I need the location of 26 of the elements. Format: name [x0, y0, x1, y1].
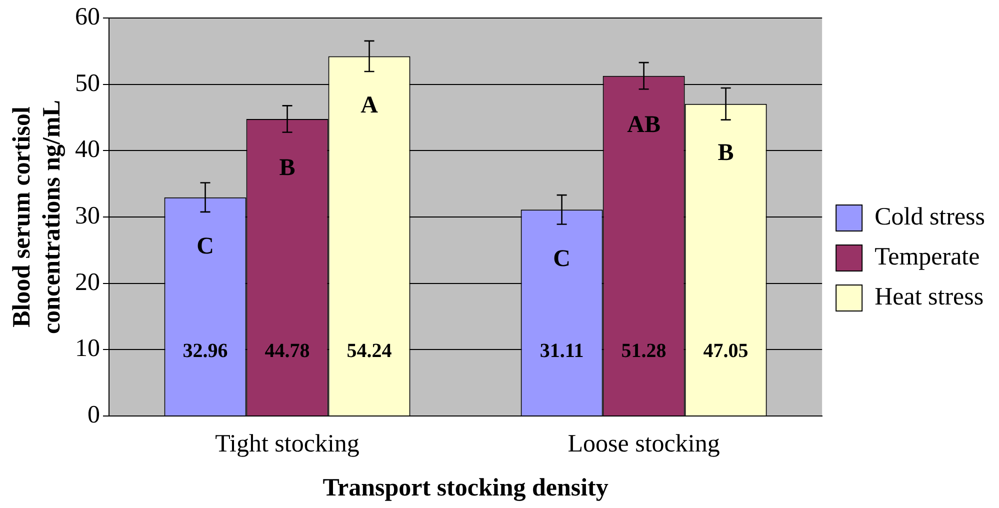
data-label: 47.05 [703, 340, 748, 362]
data-label: 54.24 [346, 340, 392, 362]
x-axis-title: Transport stocking density [322, 474, 609, 502]
y-tick-label: 20 [75, 268, 100, 296]
legend-label: Heat stress [874, 284, 984, 311]
y-tick-label: 30 [75, 202, 100, 230]
y-tick-label: 50 [75, 70, 100, 97]
annotation: AB [627, 112, 660, 138]
data-label: 51.28 [621, 340, 666, 362]
y-tick-label: 60 [75, 4, 100, 31]
annotation: B [279, 155, 296, 182]
y-tick-label: 0 [88, 402, 100, 429]
data-label: 31.11 [540, 340, 584, 362]
y-tick-label: 40 [75, 136, 100, 164]
data-label: 44.78 [264, 340, 310, 362]
legend-label: Temperate [874, 244, 980, 271]
data-label: 32.96 [182, 340, 228, 362]
annotation: A [360, 92, 379, 118]
annotation: B [718, 140, 734, 166]
annotation: C [196, 234, 214, 260]
annotation: C [553, 246, 570, 272]
y-tick-label: 10 [75, 335, 100, 362]
x-tick-label: Loose stocking [568, 430, 720, 458]
legend-label: Cold stress [874, 204, 986, 231]
y-axis-title: Blood serum cortisol concentrations ng/mL [8, 100, 66, 334]
x-tick-label: Tight stocking [215, 430, 360, 458]
